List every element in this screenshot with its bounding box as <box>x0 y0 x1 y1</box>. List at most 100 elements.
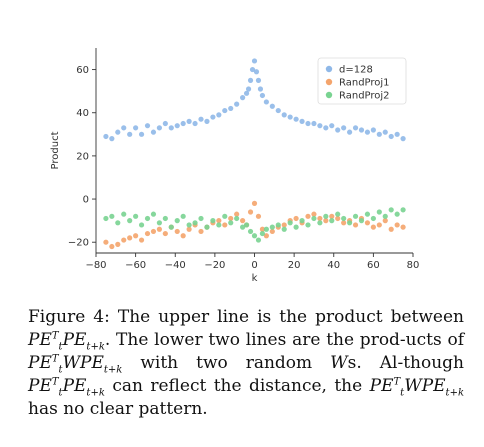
data-point-randproj1 <box>133 233 139 239</box>
caption-text-4: can reflect the distance, the <box>112 376 363 396</box>
data-point-randproj2 <box>228 220 234 226</box>
data-point-randproj2 <box>115 220 121 226</box>
y-tick-label: 20 <box>76 151 89 162</box>
x-tick-label: 40 <box>327 260 340 271</box>
data-point-d128 <box>259 92 266 99</box>
data-point-randproj2 <box>192 220 198 226</box>
data-point-d128 <box>388 133 394 140</box>
y-axis-title: Product <box>50 131 61 169</box>
data-point-randproj2 <box>269 224 275 230</box>
data-point-randproj2 <box>109 213 115 219</box>
data-point-randproj2 <box>210 218 216 224</box>
data-point-randproj1 <box>103 239 109 245</box>
data-point-randproj1 <box>394 222 400 228</box>
data-point-randproj2 <box>216 222 222 228</box>
data-point-randproj2 <box>299 218 305 224</box>
data-point-d128 <box>358 127 365 133</box>
data-point-randproj1 <box>115 241 121 247</box>
data-point-d128 <box>121 125 127 131</box>
data-point-randproj1 <box>234 211 240 217</box>
data-point-randproj2 <box>156 220 162 226</box>
data-point-d128 <box>204 118 210 124</box>
data-point-randproj1 <box>109 243 115 250</box>
data-point-randproj2 <box>174 218 180 224</box>
data-point-d128 <box>293 116 299 122</box>
caption-text-1: . The lower two lines are the prod-ucts … <box>104 330 464 350</box>
data-point-d128 <box>192 120 198 127</box>
data-point-randproj1 <box>400 224 406 230</box>
caption-math-3: PETtPEt+k <box>28 376 105 399</box>
data-point-d128 <box>364 129 371 135</box>
data-point-randproj2 <box>263 226 269 232</box>
data-point-randproj2 <box>376 209 382 215</box>
data-point-d128 <box>255 77 262 83</box>
data-point-d128 <box>275 107 281 114</box>
data-point-d128 <box>311 120 317 127</box>
data-point-randproj1 <box>329 213 335 219</box>
data-point-d128 <box>243 90 250 96</box>
y-tick-label: 0 <box>83 195 89 206</box>
data-point-randproj2 <box>121 211 127 217</box>
data-point-d128 <box>323 125 329 131</box>
x-tick-label: −80 <box>85 260 106 271</box>
data-point-randproj2 <box>133 213 139 219</box>
data-point-d128 <box>216 112 222 118</box>
caption-math-4: PETtWPEt+k <box>369 376 465 399</box>
data-point-d128 <box>394 131 400 137</box>
data-point-d128 <box>174 123 180 129</box>
x-tick-label: 80 <box>407 260 420 271</box>
data-point-randproj1 <box>255 213 262 219</box>
data-point-randproj1 <box>263 233 269 239</box>
data-point-d128 <box>251 58 258 64</box>
data-point-randproj1 <box>180 233 186 239</box>
data-point-randproj2 <box>259 230 266 237</box>
legend-label: d=128 <box>339 65 373 76</box>
data-point-randproj2 <box>144 215 151 222</box>
data-point-d128 <box>115 129 121 135</box>
legend-marker <box>325 91 333 99</box>
data-point-randproj2 <box>287 220 293 226</box>
data-point-d128 <box>210 114 216 120</box>
data-point-randproj2 <box>305 222 311 228</box>
data-point-d128 <box>127 131 133 137</box>
data-point-d128 <box>228 105 234 112</box>
data-point-randproj2 <box>186 222 192 228</box>
data-point-randproj2 <box>358 218 365 224</box>
data-point-randproj2 <box>180 213 186 219</box>
caption-text-5: has no clear pattern. <box>28 399 208 419</box>
data-point-randproj2 <box>243 222 250 228</box>
data-point-d128 <box>109 136 115 142</box>
data-point-randproj1 <box>311 211 317 217</box>
data-point-randproj2 <box>382 213 388 219</box>
data-point-d128 <box>257 86 264 92</box>
data-point-d128 <box>234 101 240 107</box>
data-point-d128 <box>352 125 359 131</box>
data-point-randproj2 <box>370 215 376 222</box>
data-point-randproj1 <box>121 237 127 243</box>
data-point-randproj1 <box>251 200 258 206</box>
data-point-randproj2 <box>222 213 228 219</box>
data-point-randproj1 <box>222 222 228 228</box>
data-point-randproj2 <box>138 222 145 228</box>
scatter-chart: −80 −60 −40 −20 0 20 40 60 80 −20 0 20 40 60 k Product d… <box>50 48 420 284</box>
data-point-randproj1 <box>364 220 371 226</box>
data-point-randproj1 <box>269 228 275 235</box>
data-point-randproj2 <box>341 215 347 222</box>
data-point-randproj2 <box>198 215 204 222</box>
y-tick-label: −20 <box>68 238 89 249</box>
data-point-d128 <box>186 118 192 124</box>
data-point-randproj1 <box>240 218 246 224</box>
data-point-randproj2 <box>275 222 281 228</box>
data-point-randproj1 <box>186 226 192 232</box>
data-point-randproj1 <box>162 230 168 237</box>
data-point-randproj1 <box>376 222 382 228</box>
data-point-randproj1 <box>388 226 394 232</box>
data-point-randproj2 <box>168 224 174 230</box>
data-point-d128 <box>287 114 293 120</box>
data-point-randproj2 <box>247 228 254 235</box>
data-point-d128 <box>376 131 382 137</box>
data-point-randproj2 <box>388 207 394 213</box>
data-point-d128 <box>247 77 254 83</box>
data-point-randproj2 <box>251 233 258 239</box>
data-point-randproj2 <box>127 218 133 224</box>
